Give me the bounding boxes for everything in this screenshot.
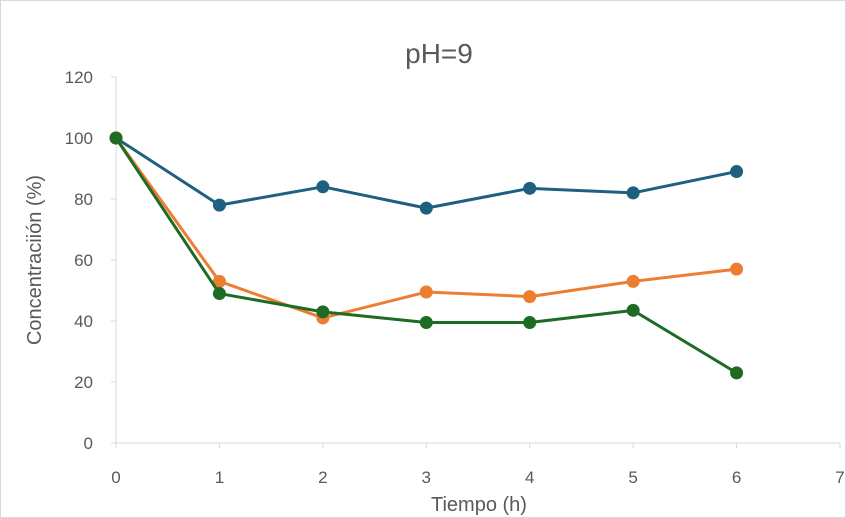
series-1-point <box>212 198 226 212</box>
series-3-point <box>316 305 330 319</box>
y-axis-title: Concentraciión (%) <box>24 175 46 345</box>
chart-title: pH=9 <box>405 38 473 69</box>
series-2-point <box>523 290 537 304</box>
x-axis-title: Tiempo (h) <box>431 494 527 516</box>
y-tick-label: 120 <box>65 68 93 87</box>
series-3 <box>109 131 744 380</box>
y-tick-label: 60 <box>74 251 93 270</box>
series-3-point <box>212 287 226 301</box>
series-2-point <box>626 274 640 288</box>
series-2-point <box>212 274 226 288</box>
y-axis: 0 20 40 60 80 100 120 <box>65 68 117 453</box>
series-2-point <box>419 285 433 299</box>
x-tick-label: 5 <box>628 468 637 487</box>
series-3-point <box>419 316 433 330</box>
x-tick-label: 1 <box>215 468 224 487</box>
x-tick-label: 2 <box>318 468 327 487</box>
x-tick-label: 4 <box>525 468 534 487</box>
x-tick-label: 0 <box>111 468 120 487</box>
series-1-point <box>419 201 433 215</box>
series-1-line <box>114 136 739 210</box>
series-layer <box>109 131 744 380</box>
series-1-point <box>730 165 744 179</box>
y-tick-label: 40 <box>74 312 93 331</box>
series-1-point <box>523 181 537 195</box>
y-tick-label: 0 <box>84 434 93 453</box>
y-tick-label: 100 <box>65 129 93 148</box>
x-axis: 0 1 2 3 4 5 6 7 <box>111 442 845 487</box>
series-3-point <box>109 131 123 145</box>
series-1-point <box>626 186 640 200</box>
series-1 <box>109 131 744 215</box>
series-2 <box>109 131 744 325</box>
series-3-line <box>114 136 739 375</box>
x-tick-label: 6 <box>732 468 741 487</box>
y-tick-label: 20 <box>74 373 93 392</box>
series-3-point <box>730 366 744 380</box>
y-tick-label: 80 <box>74 190 93 209</box>
x-tick-label: 7 <box>835 468 844 487</box>
series-3-point <box>523 316 537 330</box>
series-3-point <box>626 303 640 317</box>
series-1-point <box>316 180 330 194</box>
series-2-point <box>730 262 744 276</box>
x-tick-label: 3 <box>422 468 431 487</box>
